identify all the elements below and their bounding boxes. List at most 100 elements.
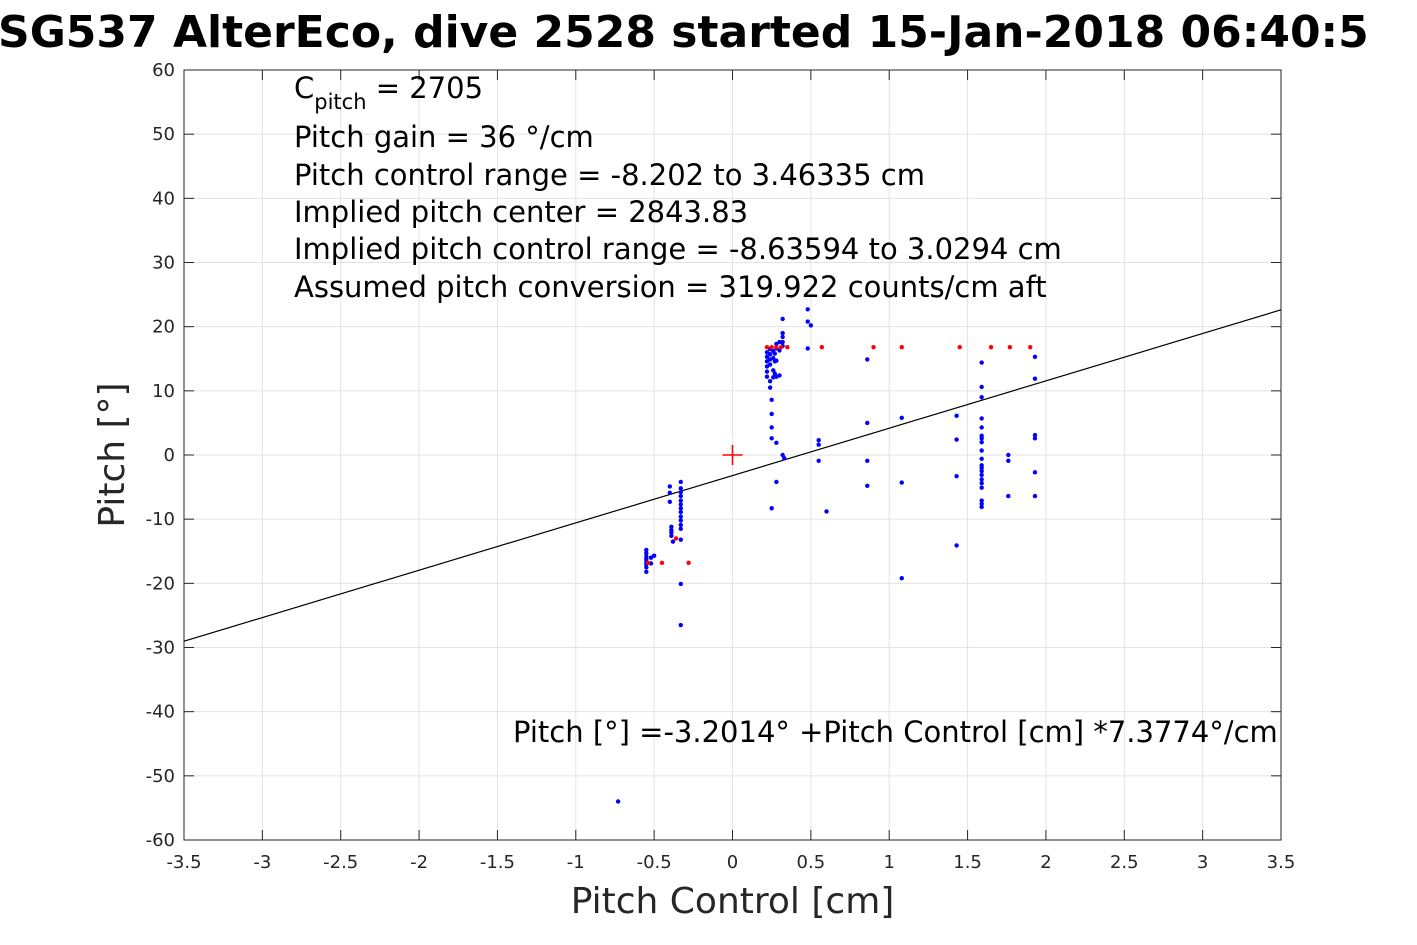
data-point-blue — [678, 526, 683, 531]
data-point-blue — [865, 458, 870, 463]
x-tick-label: 1.5 — [953, 852, 982, 873]
y-tick-label: 40 — [152, 188, 175, 209]
data-point-blue — [678, 486, 683, 491]
x-tick-label: 0.5 — [797, 852, 826, 873]
data-point-blue — [774, 358, 779, 363]
annotations: Cpitch = 2705 Pitch gain = 36 °/cm Pitch… — [294, 71, 1278, 749]
x-tick-label: -3.5 — [166, 852, 201, 873]
axis-ticks: -3.5 -3 -2.5 -2 -1.5 -1 -0.5 0 0.5 1 1.5 2 2.5 3 3.5 60… — [146, 60, 1296, 873]
center-marker-group — [722, 445, 743, 465]
data-point-blue — [1006, 452, 1011, 458]
data-point-blue — [1032, 436, 1038, 441]
data-point-red — [899, 345, 904, 350]
x-tick-label: 0 — [727, 852, 738, 873]
annotation-fit-equation: Pitch [°] =-3.2014° +Pitch Control [cm] … — [513, 715, 1278, 749]
data-point-blue — [780, 330, 785, 336]
y-tick-label: -10 — [146, 509, 175, 530]
data-point-blue — [865, 483, 870, 488]
data-point-blue — [678, 493, 683, 499]
data-point-blue — [979, 384, 984, 390]
data-point-blue — [865, 357, 870, 362]
x-tick-label: -1.5 — [480, 852, 515, 873]
data-point-blue — [1032, 493, 1038, 499]
data-point-blue — [979, 465, 984, 471]
data-point-blue — [899, 415, 904, 420]
data-point-blue — [678, 518, 683, 523]
data-point-red — [819, 345, 825, 350]
y-tick-label: 10 — [152, 381, 175, 402]
chart-title: SG537 AlterEco, dive 2528 started 15-Jan… — [0, 7, 1369, 58]
data-point-blue — [670, 539, 676, 544]
data-points — [615, 307, 1038, 804]
x-tick-label: 3.5 — [1267, 852, 1296, 873]
data-point-red — [957, 345, 962, 350]
y-tick-label: -60 — [146, 830, 175, 851]
data-point-blue — [1032, 376, 1038, 381]
data-point-blue — [678, 506, 683, 511]
y-tick-label: -20 — [146, 573, 175, 594]
data-point-red — [645, 560, 651, 565]
y-tick-label: -50 — [146, 766, 175, 787]
data-point-blue — [805, 307, 810, 312]
y-tick-label: 20 — [152, 317, 175, 338]
y-axis-label: Pitch [°] — [92, 382, 133, 527]
data-point-blue — [1006, 493, 1011, 499]
y-tick-label: 60 — [152, 60, 175, 81]
fit-line — [183, 309, 1282, 642]
data-point-blue — [777, 373, 782, 378]
x-tick-label: -1 — [567, 852, 585, 873]
data-point-blue — [667, 499, 673, 505]
data-point-blue — [979, 436, 984, 441]
annotation-c-pitch: Cpitch = 2705 — [294, 71, 483, 114]
data-point-blue — [805, 319, 810, 324]
data-point-blue — [774, 479, 779, 485]
y-tick-label: 0 — [164, 445, 175, 466]
grid — [183, 69, 1282, 841]
data-point-red — [769, 345, 774, 350]
data-point-blue — [772, 351, 778, 356]
data-point-red — [988, 345, 994, 350]
data-point-red — [1007, 345, 1013, 350]
data-point-blue — [979, 504, 984, 510]
data-point-blue — [651, 553, 657, 558]
y-tick-label: 50 — [152, 124, 175, 145]
data-point-red — [871, 345, 876, 350]
data-point-blue — [667, 484, 673, 489]
x-tick-label: 2.5 — [1110, 852, 1139, 873]
y-tick-label: 30 — [152, 253, 175, 274]
data-point-blue — [767, 379, 773, 384]
data-point-blue — [865, 420, 870, 426]
c-pitch-symbol: C — [294, 71, 314, 105]
data-point-blue — [769, 397, 774, 403]
data-point-blue — [669, 530, 674, 535]
data-point-red — [659, 560, 665, 565]
data-point-blue — [816, 442, 821, 447]
data-point-blue — [979, 472, 984, 478]
data-point-blue — [615, 799, 621, 804]
data-point-blue — [780, 339, 785, 345]
data-point-red — [764, 345, 770, 350]
c-pitch-subscript: pitch — [314, 90, 366, 114]
x-tick-label: 3 — [1197, 852, 1208, 873]
data-point-blue — [1032, 354, 1038, 360]
data-point-blue — [767, 352, 773, 357]
data-point-blue — [774, 440, 779, 446]
data-point-blue — [979, 439, 984, 445]
data-point-blue — [954, 473, 959, 479]
data-point-blue — [979, 395, 984, 400]
data-point-blue — [979, 498, 984, 503]
data-point-blue — [667, 490, 673, 496]
data-point-blue — [979, 416, 984, 421]
data-point-blue — [979, 481, 984, 486]
data-point-blue — [769, 425, 774, 430]
data-point-red — [686, 560, 691, 565]
data-point-red — [1028, 345, 1033, 350]
data-point-blue — [767, 362, 773, 367]
data-point-blue — [644, 569, 649, 574]
x-tick-label: -2 — [410, 852, 428, 873]
data-point-blue — [669, 524, 674, 530]
data-point-blue — [769, 411, 774, 417]
data-point-blue — [805, 346, 810, 351]
annotation-pitch-gain: Pitch gain = 36 °/cm — [294, 120, 594, 154]
